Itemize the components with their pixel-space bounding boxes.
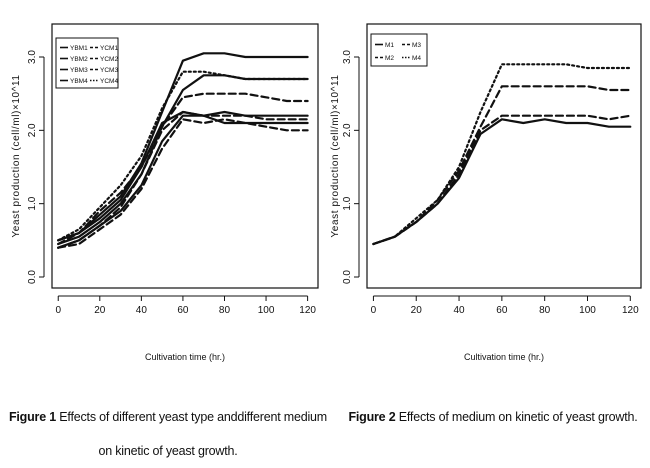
series-line-m3 xyxy=(372,114,632,246)
legend-box xyxy=(55,37,119,89)
series-line-m2 xyxy=(372,85,632,246)
x-tick-label: 120 xyxy=(622,305,639,316)
x-axis-label: Cultivation time (hr.) xyxy=(145,352,225,362)
plot-frame xyxy=(51,23,319,289)
y-tick-label: 2.0 xyxy=(27,123,38,137)
legend-label-ycm1: YCM1 xyxy=(100,45,118,52)
x-tick-label: 20 xyxy=(411,305,423,316)
figure-1-chart: 0 20 40 60 80 100 120 0.0 1.0 2.0 3.0 Yeast product… xyxy=(11,23,319,362)
legend-label-m1: M1 xyxy=(385,42,394,49)
legend-label-ycm2: YCM2 xyxy=(100,56,118,63)
series-line-ybm3 xyxy=(57,110,309,242)
series-line-m4 xyxy=(372,63,632,246)
y-tick-label: 3.0 xyxy=(342,50,353,64)
series-line-ycm2 xyxy=(57,92,309,246)
y-tick-label: 2.0 xyxy=(342,123,353,137)
y-tick-label: 1.0 xyxy=(342,196,353,210)
y-axis-label: Yeast production (cell/ml)×10^11 xyxy=(11,74,22,237)
x-tick-label: 120 xyxy=(299,305,316,316)
x-tick-label: 100 xyxy=(258,305,275,316)
series-line-ycm3 xyxy=(57,110,309,249)
x-tick-label: 60 xyxy=(177,305,189,316)
plot-frame xyxy=(366,23,642,289)
figure-1-label: Figure 1 xyxy=(8,410,56,424)
legend-label-ybm3: YBM3 xyxy=(70,67,88,74)
figure-1-panel: 0 20 40 60 80 100 120 0.0 1.0 2.0 3.0 Yeast product… xyxy=(0,0,325,380)
x-tick-label: 80 xyxy=(219,305,231,316)
figure-1-caption: Figure 1 Effects of different yeast type… xyxy=(8,400,328,468)
y-tick-label: 0.0 xyxy=(342,270,353,284)
figure-2-caption-text: Effects of medium on kinetic of yeast gr… xyxy=(398,410,638,424)
legend-label-ybm1: YBM1 xyxy=(70,45,88,52)
legend-label-m4: M4 xyxy=(412,55,421,62)
series-line-ybm4 xyxy=(57,52,309,242)
x-tick-label: 0 xyxy=(55,305,61,316)
figure-1-caption-text: Effects of different yeast type anddiffe… xyxy=(59,410,328,458)
x-axis-label: Cultivation time (hr.) xyxy=(464,352,544,362)
legend-label-m3: M3 xyxy=(412,42,421,49)
legend-label-m2: M2 xyxy=(385,55,394,62)
y-tick-label: 1.0 xyxy=(27,196,38,210)
x-tick-label: 40 xyxy=(453,305,465,316)
figure-2-panel: 0 20 40 60 80 100 120 0.0 1.0 2.0 3.0 Yeast product… xyxy=(325,0,650,380)
y-tick-label: 3.0 xyxy=(27,50,38,64)
series-line-ycm1 xyxy=(57,118,309,249)
y-axis-label: Yeast production (cell/ml)×10^11 xyxy=(330,74,341,237)
x-tick-label: 40 xyxy=(136,305,148,316)
x-tick-label: 20 xyxy=(94,305,106,316)
legend-label-ybm2: YBM2 xyxy=(70,56,88,63)
legend-label-ycm4: YCM4 xyxy=(100,78,118,85)
legend-box xyxy=(370,33,428,67)
legend-label-ycm3: YCM3 xyxy=(100,67,118,74)
figure-2-label: Figure 2 xyxy=(348,410,396,424)
y-tick-label: 0.0 xyxy=(27,270,38,284)
series-line-ycm4 xyxy=(57,70,309,242)
x-tick-label: 60 xyxy=(496,305,508,316)
legend-label-ybm4: YBM4 xyxy=(70,78,88,85)
x-tick-label: 0 xyxy=(371,305,377,316)
figure-2-caption: Figure 2 Effects of medium on kinetic of… xyxy=(338,400,648,434)
series-line-ybm1 xyxy=(57,114,309,249)
x-tick-label: 80 xyxy=(539,305,551,316)
x-tick-label: 100 xyxy=(579,305,596,316)
